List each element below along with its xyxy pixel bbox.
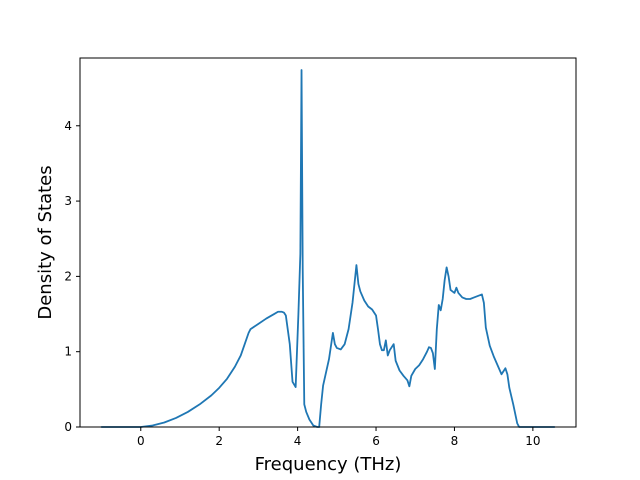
- x-tick-label: 10: [525, 434, 540, 448]
- y-axis: 0 1 2 3 4: [64, 119, 80, 434]
- y-axis-label: Density of States: [35, 165, 56, 319]
- y-tick-label: 4: [64, 119, 72, 133]
- x-tick-label: 8: [451, 434, 459, 448]
- x-tick-label: 4: [294, 434, 302, 448]
- series-line-0: [100, 69, 556, 428]
- y-tick-label: 3: [64, 194, 72, 208]
- y-tick-label: 2: [64, 269, 72, 283]
- plot-frame: [79, 57, 577, 428]
- x-axis: 0 2 4 6 8 10: [137, 427, 541, 448]
- y-tick-label: 1: [64, 345, 72, 359]
- x-tick-label: 2: [215, 434, 223, 448]
- x-tick-label: 6: [372, 434, 380, 448]
- plot-area: [100, 69, 556, 428]
- y-tick-label: 0: [64, 420, 72, 434]
- x-tick-label: 0: [137, 434, 145, 448]
- x-axis-label: Frequency (THz): [255, 454, 402, 475]
